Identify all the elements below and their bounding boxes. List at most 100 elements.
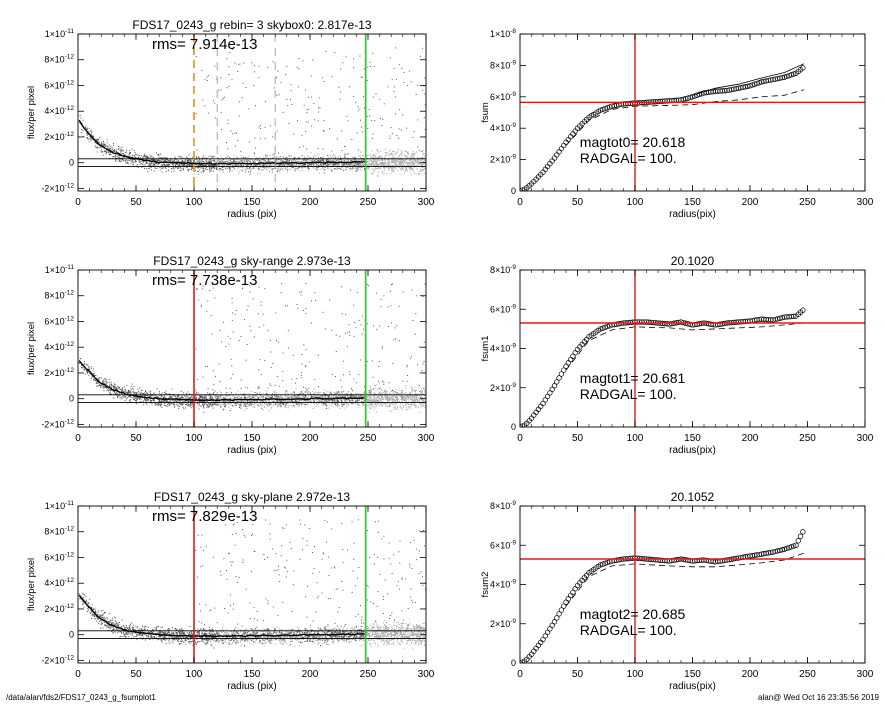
scatter-point-dark [116, 151, 118, 152]
scatter-point-dark [191, 167, 193, 169]
scatter-point-light [258, 169, 260, 171]
scatter-point-light [386, 403, 388, 405]
scatter-point-light [379, 393, 381, 395]
scatter-point-dark [169, 160, 171, 162]
scatter-point-light [414, 402, 416, 404]
scatter-point-dark [175, 163, 177, 165]
scatter-point-light [344, 165, 346, 166]
scatter-point-dark [346, 162, 348, 164]
scatter-point-dark [145, 160, 147, 162]
scatter-point-light [423, 399, 425, 401]
scatter-point-dark [169, 160, 171, 162]
scatter-point-dark [188, 165, 190, 167]
scatter-point-light [399, 395, 400, 397]
scatter-point-light [402, 165, 404, 167]
scatter-point-light [411, 387, 413, 389]
scatter-point-dark [356, 164, 358, 166]
scatter-point-light [392, 395, 394, 397]
scatter-point-light [401, 397, 403, 399]
scatter-point-dark [150, 158, 152, 160]
scatter-point-light [406, 399, 408, 400]
y-tick-label: 4×10-12 [44, 105, 74, 116]
scatter-point-dark [274, 168, 276, 169]
scatter-point-light [354, 398, 356, 400]
scatter-outlier [313, 119, 315, 121]
scatter-point-light [266, 161, 268, 163]
scatter-point-light [322, 167, 324, 169]
scatter-point-dark [286, 160, 288, 162]
scatter-point-light [356, 168, 358, 170]
scatter-outlier [364, 107, 365, 109]
scatter-point-light [396, 152, 398, 154]
scatter-point-dark [119, 149, 121, 151]
scatter-point-light [220, 155, 222, 157]
scatter-point-light [222, 166, 224, 168]
scatter-point-dark [279, 156, 281, 158]
scatter-point-light [411, 168, 413, 169]
scatter-point-light [392, 394, 394, 396]
scatter-point-light [398, 164, 400, 165]
scatter-point-light [388, 395, 390, 396]
scatter-point-light [246, 160, 248, 162]
scatter-point-dark [321, 165, 323, 167]
scatter-point-dark [96, 146, 98, 148]
scatter-point-dark [192, 160, 194, 162]
scatter-point-light [328, 154, 330, 156]
scatter-point-dark [214, 166, 215, 168]
scatter-point-light [292, 160, 294, 162]
scatter-point-light [240, 169, 242, 171]
scatter-point-light [366, 405, 368, 407]
scatter-point-light [368, 392, 370, 394]
scatter-point-dark [200, 171, 202, 173]
scatter-point-light [269, 409, 270, 411]
scatter-point-light [393, 399, 395, 401]
scatter-point-light [400, 391, 402, 393]
scatter-point-light [379, 162, 381, 164]
scatter-point-light [319, 160, 321, 162]
scatter-point-dark [158, 154, 160, 156]
scatter-outlier [338, 86, 340, 88]
scatter-point-light [352, 400, 354, 402]
scatter-point-dark [96, 151, 98, 153]
scatter-point-light [391, 389, 393, 391]
scatter-point-light [419, 150, 421, 152]
scatter-point-light [384, 393, 386, 395]
scatter-point-light [269, 158, 271, 160]
scatter-point-light [295, 164, 297, 166]
scatter-point-light [327, 162, 329, 164]
scatter-point-light [421, 391, 423, 393]
scatter-point-dark [330, 162, 332, 164]
scatter-point-light [412, 170, 414, 172]
scatter-point-dark [112, 144, 114, 146]
scatter-point-dark [284, 164, 286, 166]
scatter-point-light [307, 156, 309, 158]
scatter-point-light [241, 166, 243, 168]
scatter-point-light [391, 162, 393, 163]
scatter-point-light [392, 162, 394, 163]
scatter-point-light [337, 159, 339, 161]
scatter-point-dark [216, 168, 218, 170]
scatter-outlier [258, 126, 260, 128]
scatter-outlier [340, 91, 342, 93]
scatter-point-light [358, 393, 360, 395]
scatter-point-light [407, 153, 409, 155]
scatter-point-light [298, 163, 299, 165]
scatter-outlier [258, 160, 260, 162]
scatter-point-light [335, 400, 337, 401]
scatter-point-light [335, 400, 336, 402]
scatter-point-light [396, 160, 398, 161]
scatter-point-dark [354, 160, 356, 162]
scatter-point-dark [129, 150, 131, 152]
scatter-point-light [240, 156, 242, 158]
scatter-point-dark [180, 156, 182, 158]
scatter-point-dark [207, 169, 209, 171]
scatter-point-light [417, 162, 419, 164]
scatter-point-light [399, 407, 401, 409]
scatter-point-dark [320, 160, 322, 161]
scatter-point-light [374, 164, 376, 166]
scatter-point-dark [191, 160, 192, 162]
scatter-point-light [307, 160, 309, 162]
scatter-point-light [286, 391, 288, 393]
scatter-point-dark [82, 119, 84, 121]
scatter-point-dark [201, 162, 202, 164]
